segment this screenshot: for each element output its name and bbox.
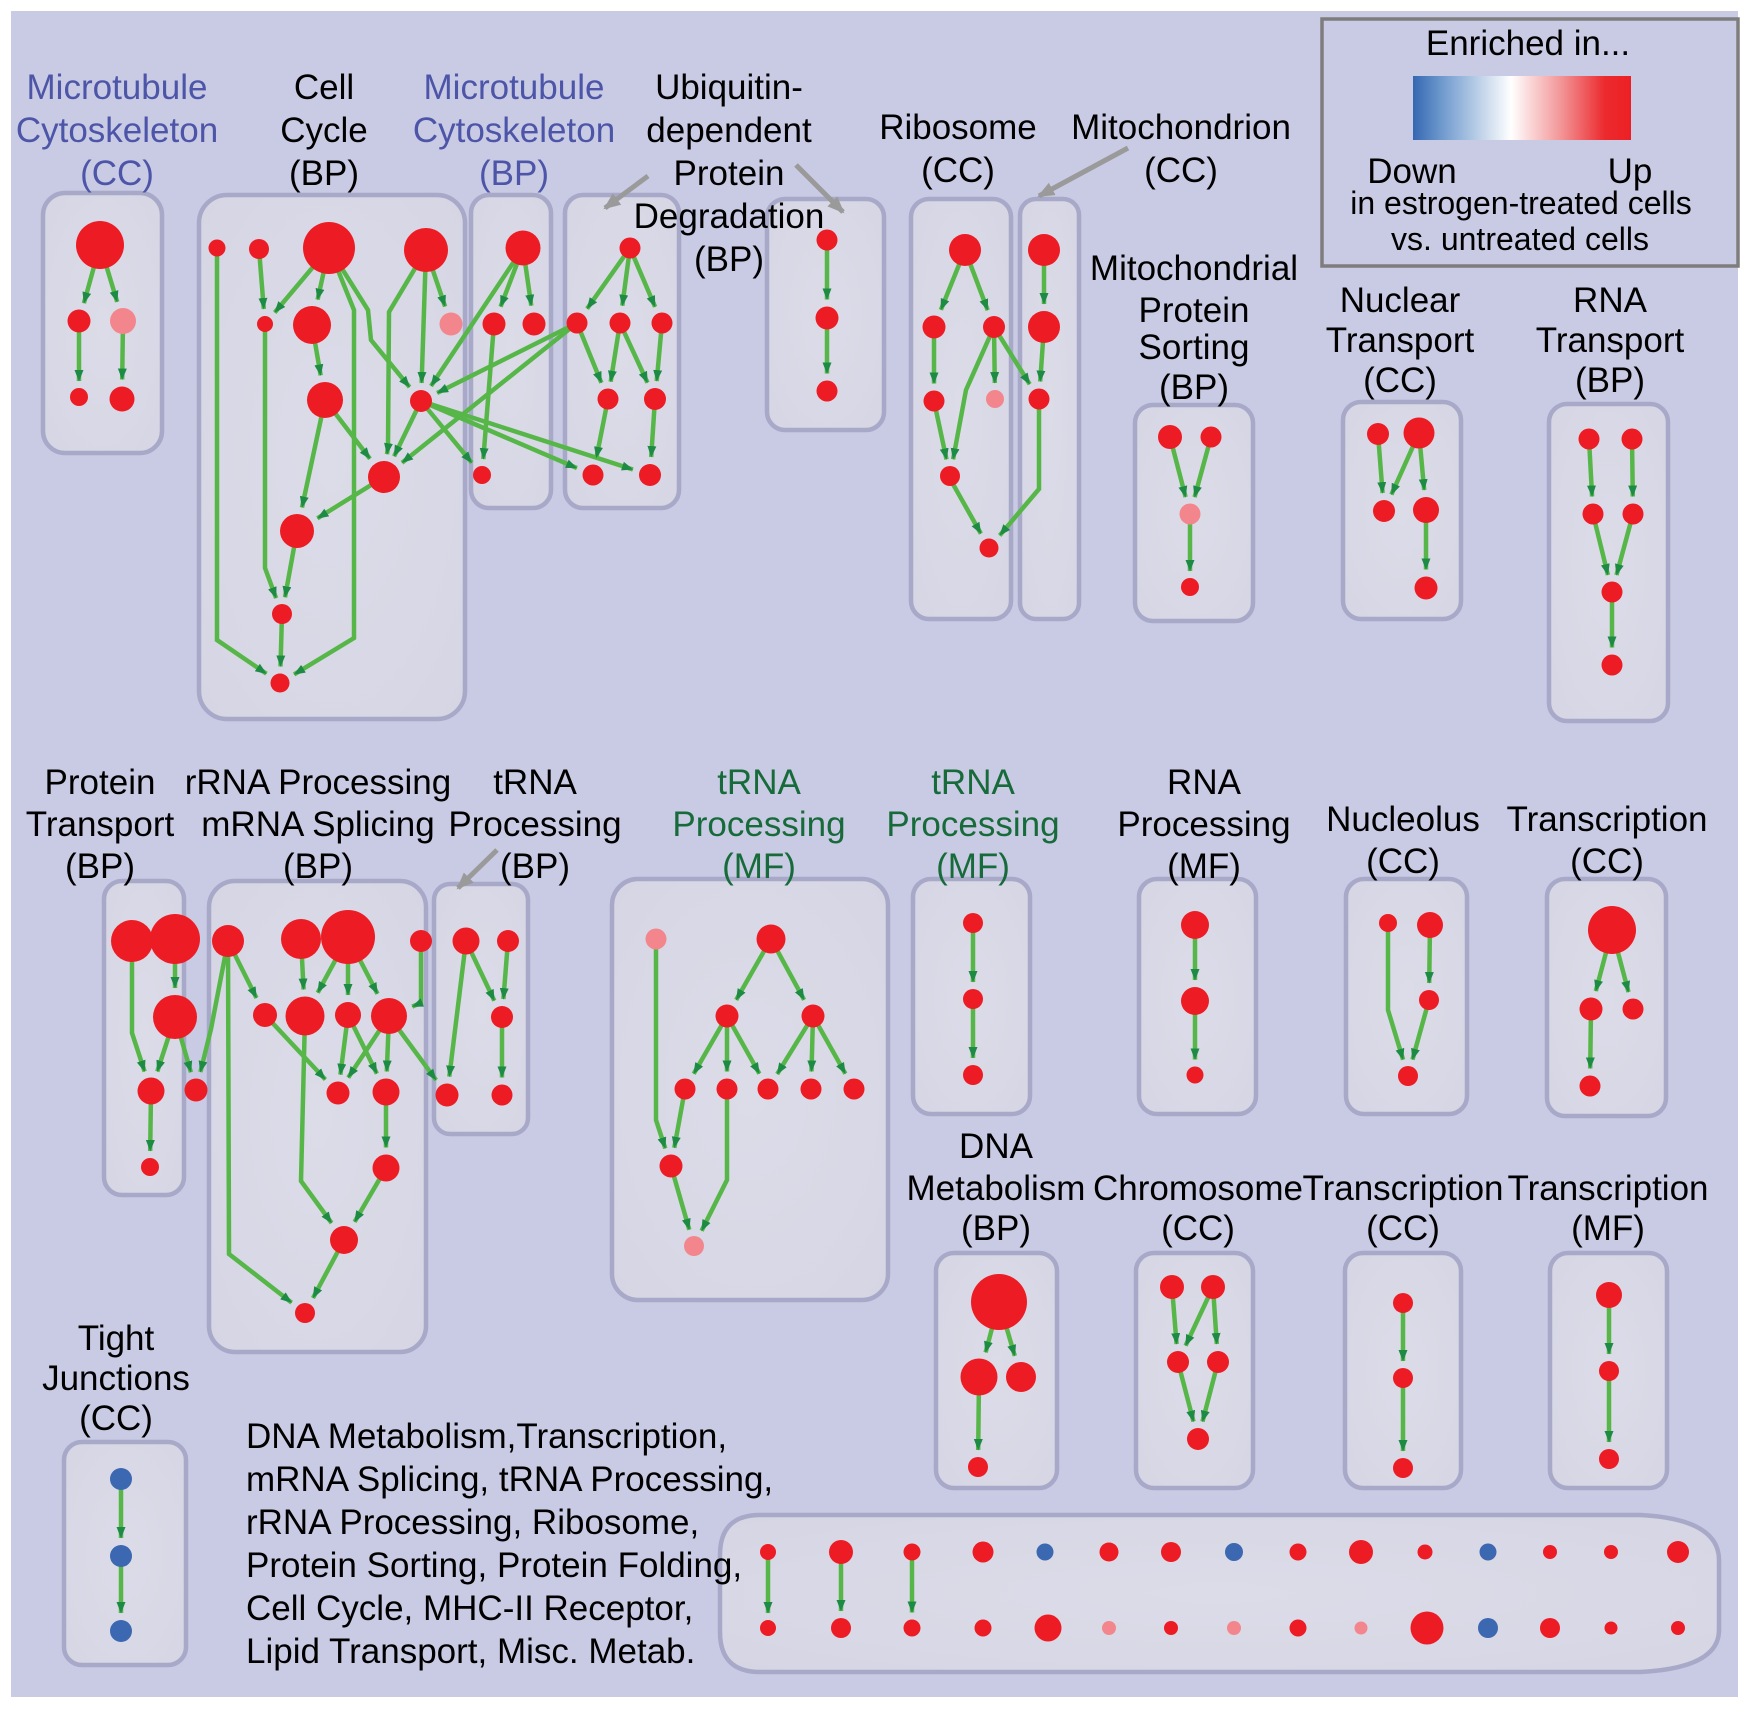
svg-text:Lipid Transport, Misc. Metab.: Lipid Transport, Misc. Metab.: [246, 1632, 695, 1671]
svg-text:in estrogen-treated cells: in estrogen-treated cells: [1350, 185, 1692, 221]
svg-text:Tight: Tight: [78, 1319, 155, 1358]
svg-text:(CC): (CC): [1570, 842, 1644, 881]
svg-text:Microtubule: Microtubule: [424, 68, 605, 107]
svg-text:Down: Down: [1367, 152, 1456, 191]
svg-text:Nucleolus: Nucleolus: [1326, 800, 1480, 839]
svg-text:dependent: dependent: [646, 111, 812, 150]
svg-text:Cell: Cell: [294, 68, 354, 107]
svg-text:Cytoskeleton: Cytoskeleton: [413, 111, 615, 150]
svg-text:Mitochondrion: Mitochondrion: [1071, 108, 1291, 147]
svg-text:Metabolism: Metabolism: [907, 1169, 1086, 1208]
svg-text:Processing: Processing: [448, 805, 621, 844]
svg-text:Protein: Protein: [1139, 291, 1250, 330]
svg-text:(BP): (BP): [283, 847, 353, 886]
svg-text:Transport: Transport: [1326, 321, 1475, 360]
svg-text:(BP): (BP): [694, 240, 764, 279]
svg-text:Ubiquitin-: Ubiquitin-: [655, 68, 803, 107]
svg-text:(BP): (BP): [1575, 361, 1645, 400]
svg-text:DNA: DNA: [959, 1127, 1034, 1166]
svg-text:(CC): (CC): [1366, 842, 1440, 881]
svg-text:Microtubule: Microtubule: [27, 68, 208, 107]
svg-text:RNA: RNA: [1573, 281, 1648, 320]
svg-text:(BP): (BP): [500, 847, 570, 886]
svg-text:Transport: Transport: [1536, 321, 1685, 360]
svg-text:tRNA: tRNA: [493, 763, 577, 802]
svg-text:Chromosome: Chromosome: [1093, 1169, 1303, 1208]
svg-text:Cycle: Cycle: [280, 111, 368, 150]
svg-text:Processing: Processing: [1117, 805, 1290, 844]
svg-text:Protein Sorting, Protein Foldi: Protein Sorting, Protein Folding,: [246, 1546, 742, 1585]
svg-text:mRNA Splicing, tRNA Processing: mRNA Splicing, tRNA Processing,: [246, 1460, 773, 1499]
svg-text:mRNA Splicing: mRNA Splicing: [201, 805, 434, 844]
svg-text:(MF): (MF): [1167, 847, 1241, 886]
svg-text:Transcription: Transcription: [1507, 800, 1708, 839]
svg-text:Cell Cycle, MHC-II Receptor,: Cell Cycle, MHC-II Receptor,: [246, 1589, 693, 1628]
svg-text:(CC): (CC): [921, 151, 995, 190]
svg-text:(BP): (BP): [289, 154, 359, 193]
svg-text:Sorting: Sorting: [1139, 328, 1250, 367]
svg-text:Ribosome: Ribosome: [879, 108, 1037, 147]
svg-text:Enriched in...: Enriched in...: [1426, 24, 1630, 63]
svg-text:Transcription: Transcription: [1508, 1169, 1709, 1208]
svg-text:Processing: Processing: [672, 805, 845, 844]
svg-text:(CC): (CC): [1144, 151, 1218, 190]
svg-text:Up: Up: [1608, 152, 1653, 191]
svg-text:Junctions: Junctions: [42, 1359, 190, 1398]
svg-text:vs. untreated cells: vs. untreated cells: [1391, 221, 1649, 257]
svg-text:Cytoskeleton: Cytoskeleton: [16, 111, 218, 150]
svg-text:Nuclear: Nuclear: [1340, 281, 1461, 320]
svg-text:RNA: RNA: [1167, 763, 1242, 802]
svg-text:Mitochondrial: Mitochondrial: [1090, 249, 1298, 288]
svg-text:(BP): (BP): [65, 847, 135, 886]
svg-text:Transport: Transport: [26, 805, 175, 844]
svg-text:Degradation: Degradation: [634, 197, 825, 236]
svg-text:(BP): (BP): [961, 1209, 1031, 1248]
svg-text:Transcription: Transcription: [1303, 1169, 1504, 1208]
svg-text:Protein: Protein: [45, 763, 156, 802]
svg-text:(BP): (BP): [479, 154, 549, 193]
svg-text:tRNA: tRNA: [717, 763, 801, 802]
svg-text:DNA Metabolism,Transcription,: DNA Metabolism,Transcription,: [246, 1417, 727, 1456]
svg-text:rRNA Processing: rRNA Processing: [185, 763, 451, 802]
svg-text:(CC): (CC): [79, 1399, 153, 1438]
svg-text:(CC): (CC): [1161, 1209, 1235, 1248]
svg-text:(CC): (CC): [1363, 361, 1437, 400]
svg-text:(MF): (MF): [1571, 1209, 1645, 1248]
svg-text:Processing: Processing: [886, 805, 1059, 844]
svg-text:tRNA: tRNA: [931, 763, 1015, 802]
svg-text:(MF): (MF): [936, 847, 1010, 886]
svg-text:Protein: Protein: [674, 154, 785, 193]
svg-text:(BP): (BP): [1159, 368, 1229, 407]
svg-text:rRNA Processing, Ribosome,: rRNA Processing, Ribosome,: [246, 1503, 699, 1542]
svg-text:(CC): (CC): [80, 154, 154, 193]
svg-text:(CC): (CC): [1366, 1209, 1440, 1248]
svg-text:(MF): (MF): [722, 847, 796, 886]
